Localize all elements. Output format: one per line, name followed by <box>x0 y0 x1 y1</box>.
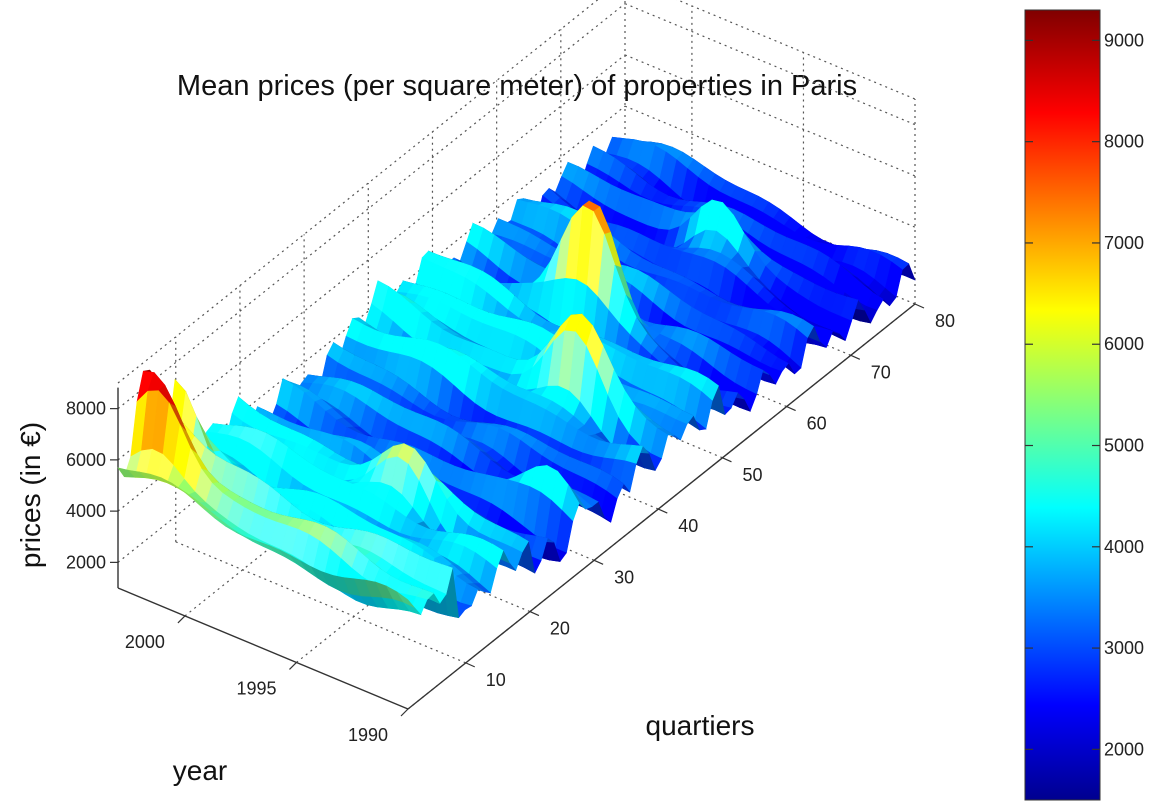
x-tick-mark <box>850 354 861 360</box>
grid-line <box>624 54 916 177</box>
x-tick-mark <box>722 457 732 463</box>
y-tick-mark <box>400 708 409 717</box>
z-tick-label: 6000 <box>66 450 106 470</box>
z-tick-label: 2000 <box>66 552 106 572</box>
y-tick-label: 1995 <box>236 678 276 698</box>
grid-line <box>117 0 599 384</box>
colorbar-tick-label: 4000 <box>1104 537 1144 557</box>
colorbar-tick-label: 7000 <box>1104 233 1144 253</box>
y-axis-line <box>117 587 409 710</box>
x-tick-label: 40 <box>678 516 698 536</box>
grid-line <box>117 3 626 410</box>
axes <box>117 303 916 710</box>
x-tick-label: 60 <box>807 414 827 434</box>
colorbar-tick-label: 6000 <box>1104 334 1144 354</box>
z-tick-label: 4000 <box>66 501 106 521</box>
y-tick-mark <box>177 615 186 624</box>
z-tick-label: 8000 <box>66 399 106 419</box>
x-tick-label: 20 <box>550 619 570 639</box>
x-tick-mark <box>786 405 796 412</box>
chart-title: Mean prices (per square meter) of proper… <box>177 70 857 102</box>
x-tick-mark <box>658 508 668 514</box>
x-tick-mark <box>593 559 604 565</box>
grid-line <box>117 54 626 461</box>
grid-line <box>624 105 916 228</box>
y-tick-label: 1990 <box>348 725 388 745</box>
x-tick-label: 80 <box>935 311 955 331</box>
surface-patch <box>397 591 415 608</box>
x-tick-label: 10 <box>486 670 506 690</box>
grid-line <box>624 3 916 126</box>
x-tick-mark <box>914 303 925 309</box>
y-tick-mark <box>289 662 297 670</box>
colorbar-tick-label: 9000 <box>1104 30 1144 50</box>
x-tick-mark <box>465 662 476 668</box>
x-tick-label: 30 <box>614 567 634 587</box>
x-tick-mark <box>529 611 540 617</box>
colorbar-tick-label: 3000 <box>1104 638 1144 658</box>
x-tick-label: 70 <box>871 362 891 382</box>
colorbar-gradient-bar <box>1024 9 1101 801</box>
colorbar-tick-label: 5000 <box>1104 436 1144 456</box>
grid-line <box>175 541 466 664</box>
y-axis-label: year <box>173 755 227 786</box>
axis-ticks: 10 20 30 40 50 60 70 80 1990 1995 2000 2000 4000 6000… <box>66 303 955 745</box>
y-tick-label: 2000 <box>125 632 165 652</box>
colorbar-tick-label: 2000 <box>1104 739 1144 759</box>
grid-line <box>676 0 916 100</box>
colorbar: 2000 3000 4000 5000 6000 7000 8000 9000 <box>1024 9 1144 801</box>
x-axis-line <box>407 303 916 710</box>
x-tick-label: 50 <box>742 465 762 485</box>
z-axis-label: prices (in €) <box>15 422 46 568</box>
colorbar-ticks: 2000 3000 4000 5000 6000 7000 8000 9000 <box>1025 30 1144 759</box>
colorbar-tick-label: 8000 <box>1104 132 1144 152</box>
x-axis-label: quartiers <box>646 710 755 741</box>
surface-plot <box>117 136 916 619</box>
